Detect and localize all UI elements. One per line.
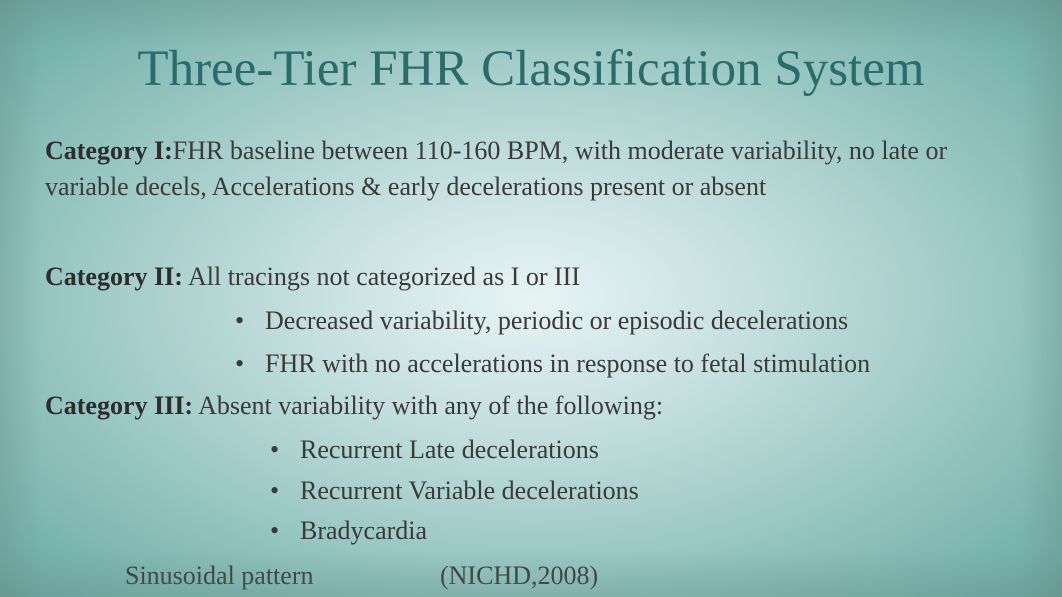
category-2-label: Category II: [45, 262, 183, 291]
category-3-label: Category III: [45, 391, 193, 420]
list-item: Decreased variability, periodic or episo… [235, 303, 1017, 339]
list-item: Bradycardia [270, 513, 1017, 549]
slide-container: Three-Tier FHR Classification System Cat… [0, 0, 1062, 597]
slide-title: Three-Tier FHR Classification System [45, 40, 1017, 98]
spacer [45, 214, 1017, 259]
list-item: FHR with no accelerations in response to… [235, 346, 1017, 382]
category-3: Category III: Absent variability with an… [45, 388, 1017, 424]
category-2-description: All tracings not categorized as I or III [183, 262, 580, 291]
category-3-description: Absent variability with any of the follo… [193, 391, 663, 420]
footer-line: Sinusoidal pattern (NICHD,2008) [45, 558, 1017, 594]
citation: (NICHD,2008) [440, 558, 598, 594]
slide-content: Category I:FHR baseline between 110-160 … [45, 133, 1017, 594]
category-3-bullets: Recurrent Late decelerations Recurrent V… [45, 432, 1017, 549]
category-1-description: FHR baseline between 110-160 BPM, with m… [45, 136, 947, 201]
footer-text: Sinusoidal pattern [125, 561, 313, 590]
category-2-bullets: Decreased variability, periodic or episo… [45, 303, 1017, 382]
category-1: Category I:FHR baseline between 110-160 … [45, 133, 1017, 206]
category-2: Category II: All tracings not categorize… [45, 259, 1017, 295]
list-item: Recurrent Late decelerations [270, 432, 1017, 468]
list-item: Recurrent Variable decelerations [270, 473, 1017, 509]
category-1-label: Category I: [45, 136, 173, 165]
